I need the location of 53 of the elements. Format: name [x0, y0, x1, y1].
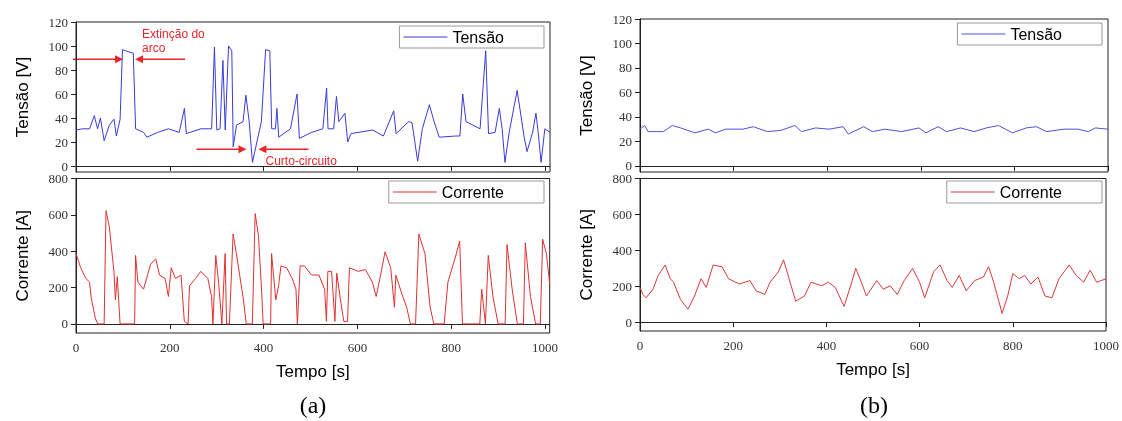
- x-tick-label: 400: [253, 340, 274, 355]
- y-tick-label: 100: [612, 35, 632, 51]
- y-axis-title: Corrente [A]: [13, 209, 32, 302]
- y-tick-label: 120: [612, 11, 632, 27]
- y-tick-label: 60: [55, 86, 68, 102]
- legend-label: Tensão: [1010, 25, 1063, 43]
- y-tick-label: 400: [612, 242, 632, 258]
- y-axis-title: Tensão [V]: [577, 55, 596, 136]
- x-tick-label: 200: [160, 340, 180, 355]
- x-tick-label: 1000: [532, 340, 558, 355]
- annotation: Curto-circuito: [265, 154, 338, 169]
- y-tick-label: 20: [619, 133, 632, 149]
- y-tick-label: 20: [55, 134, 68, 150]
- text: (b): [860, 392, 888, 418]
- legend-label: Corrente: [999, 183, 1063, 201]
- x-tick-label: 600: [909, 338, 930, 353]
- y-tick-label: 0: [61, 158, 68, 174]
- x-tick-label: 0: [636, 338, 644, 353]
- y-tick-label: 0: [61, 316, 68, 332]
- x-tick-label: 800: [441, 340, 461, 355]
- y-tick-label: 60: [619, 84, 632, 100]
- y-tick-label: 40: [619, 109, 632, 125]
- y-tick-label: 800: [612, 171, 632, 186]
- y-tick-label: 40: [55, 110, 68, 126]
- x-tick-label: 200: [723, 338, 743, 353]
- x-tick-label: 1000: [1093, 338, 1119, 353]
- legend-label: Corrente: [441, 183, 505, 201]
- y-axis-title: Corrente [A]: [577, 208, 596, 301]
- y-tick-label: 400: [48, 243, 68, 259]
- x-axis-title: Tempo [s]: [836, 360, 910, 379]
- y-tick-label: 0: [625, 314, 632, 330]
- y-tick-label: 600: [48, 207, 68, 223]
- y-tick-label: 80: [55, 62, 68, 78]
- y-tick-label: 200: [48, 280, 68, 296]
- y-tick-label: 600: [612, 206, 632, 222]
- text: (a): [299, 392, 327, 418]
- x-axis-title: Tempo [s]: [275, 362, 350, 381]
- legend-label: Tensão: [452, 28, 505, 46]
- annotation: Extinção do arco: [142, 27, 206, 56]
- y-tick-label: 0: [625, 158, 632, 174]
- y-axis-title: Tensão [V]: [13, 56, 32, 138]
- y-tick-label: 120: [48, 14, 68, 30]
- line-series: [75, 45, 551, 163]
- y-tick-label: 80: [619, 60, 632, 76]
- y-tick-label: 800: [48, 171, 68, 186]
- y-tick-label: 100: [48, 38, 68, 54]
- x-tick-label: 400: [816, 338, 837, 353]
- line-series: [639, 259, 1107, 314]
- x-tick-label: 600: [347, 340, 368, 355]
- x-tick-label: 0: [72, 340, 80, 355]
- y-tick-label: 200: [612, 278, 632, 294]
- x-tick-label: 800: [1003, 338, 1023, 353]
- line-series: [639, 124, 1109, 135]
